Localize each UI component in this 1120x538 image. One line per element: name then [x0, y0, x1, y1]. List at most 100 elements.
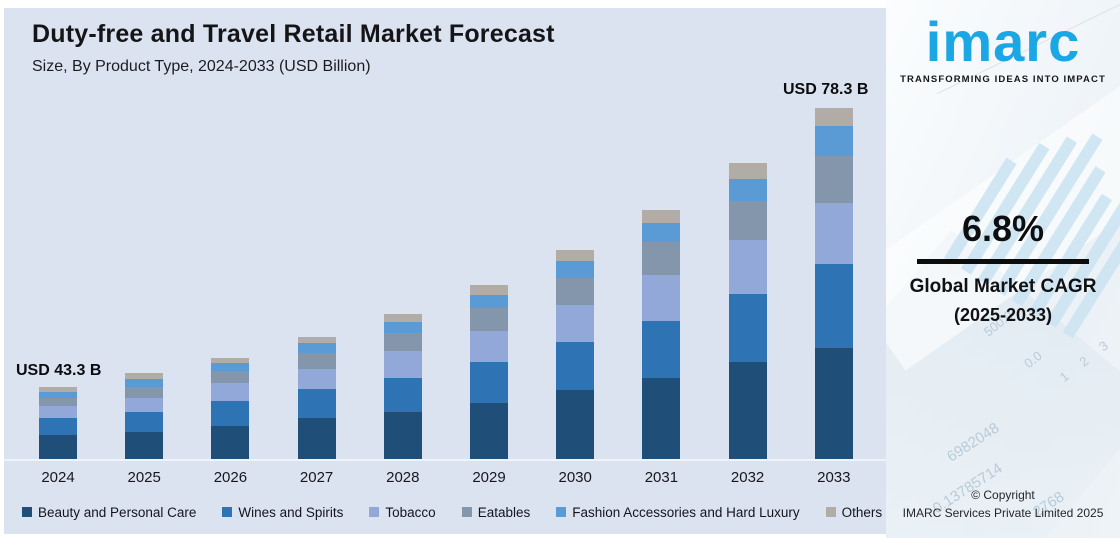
x-axis-label: 2031 — [644, 469, 679, 486]
cagr-block: 6.8% Global Market CAGR (2025-2033) — [886, 208, 1120, 326]
bar-segment — [125, 398, 164, 412]
bar-segment — [297, 369, 336, 389]
bar-segment — [642, 275, 681, 321]
cagr-value: 6.8% — [961, 208, 1045, 249]
bar-segment — [125, 432, 164, 459]
bar-segment — [556, 250, 595, 261]
legend-marker — [369, 507, 380, 517]
bar-segment — [814, 203, 853, 264]
legend-label: Eatables — [477, 504, 531, 520]
imarc-tagline: TRANSFORMING IDEAS INTO IMPACT — [900, 74, 1106, 86]
bar-segment — [556, 342, 595, 390]
legend-item: Beauty and Personal Care — [22, 505, 196, 520]
bar-segment — [125, 412, 164, 432]
side-panel: 500.0 0.0 1 2 3 4 6982048 0.13785714 2768 ima… — [886, 0, 1120, 538]
bar-segment — [728, 294, 767, 362]
bar-segment — [297, 389, 336, 418]
x-axis-label: 2028 — [386, 469, 420, 486]
legend-item: Eatables — [461, 504, 531, 520]
bar-column-2028 — [383, 314, 422, 459]
legend-label: Fashion Accessories and Hard Luxury — [572, 504, 800, 520]
bar-segment — [728, 179, 767, 201]
legend-item: Wines and Spirits — [222, 505, 343, 520]
bar-segment — [211, 358, 250, 363]
bar-segment — [297, 418, 336, 459]
bar-segment — [470, 403, 508, 459]
bar-segment — [642, 210, 681, 223]
bar-segment — [814, 126, 853, 156]
bar-segment — [470, 308, 508, 331]
legend-label: Others — [841, 504, 883, 520]
bar-segment — [642, 321, 681, 378]
x-axis-label: 2032 — [730, 469, 765, 486]
bar-segment — [211, 426, 250, 459]
bar-segment — [383, 378, 422, 412]
bar-segment — [728, 240, 767, 294]
bar-segment — [211, 363, 250, 371]
bar-segment — [556, 278, 595, 305]
bar-segment — [297, 343, 336, 353]
x-axis-label: 2025 — [127, 469, 161, 486]
bar-segment — [297, 353, 336, 369]
legend-marker — [222, 507, 233, 517]
bar-segment — [383, 314, 422, 322]
bar-segment — [642, 378, 681, 459]
bar-segment — [470, 362, 508, 403]
bar-segment — [728, 163, 767, 179]
legend-label: Tobacco — [385, 504, 436, 520]
bar-segment — [125, 387, 164, 398]
bar-segment — [39, 406, 77, 418]
bar-segment — [556, 305, 595, 342]
legend-label: Wines and Spirits — [238, 504, 344, 520]
bar-column-2030 — [556, 250, 595, 459]
legend-item: Others — [825, 504, 883, 520]
copyright: © Copyright IMARC Services Private Limit… — [886, 487, 1120, 522]
imarc-logo: imarc TRANSFORMING IDEAS INTO IMPACT — [886, 0, 1120, 85]
bar-segment — [125, 373, 164, 379]
bar-segment — [814, 348, 853, 459]
bar-segment — [39, 398, 77, 406]
bar-segment — [39, 387, 77, 392]
bar-segment — [211, 383, 250, 401]
bar-segment — [125, 379, 164, 387]
cagr-label-line2: (2025-2033) — [953, 305, 1053, 325]
bar-segment — [383, 333, 422, 351]
bar-column-2026 — [211, 358, 250, 459]
bar-segment — [642, 242, 681, 275]
bar-segment — [383, 351, 422, 378]
bar-segment — [211, 371, 250, 383]
cagr-label-line1: Global Market CAGR — [909, 276, 1097, 297]
bar-column-2024 — [39, 387, 77, 459]
legend: Beauty and Personal Care Wines and Spirit… — [22, 500, 882, 524]
x-axis-label: 2027 — [299, 469, 334, 486]
x-axis-label: 2030 — [558, 469, 592, 486]
bar-segment — [39, 392, 77, 398]
bar-segment — [728, 362, 767, 459]
chart-card: Duty-free and Travel Retail Market Forec… — [4, 8, 886, 534]
bar-segment — [383, 412, 422, 459]
chart-subtitle: Size, By Product Type, 2024-2033 (USD Bi… — [32, 58, 371, 75]
imarc-logo-text: imarc — [925, 10, 1081, 73]
bar-column-2033 — [814, 108, 853, 459]
bar-segment — [814, 108, 853, 126]
bar-segment — [556, 390, 595, 459]
legend-item: Tobacco — [369, 504, 436, 520]
bar-segment — [556, 261, 595, 278]
bar-segment — [814, 264, 853, 348]
plot-area — [4, 8, 886, 459]
bar-segment — [39, 418, 77, 435]
copyright-line2: IMARC Services Private Limited 2025 — [902, 505, 1104, 520]
legend-marker — [825, 507, 836, 517]
legend-item: Fashion Accessories and Hard Luxury — [556, 504, 800, 520]
copyright-line1: © Copyright — [971, 488, 1035, 503]
bar-segment — [470, 295, 508, 308]
legend-label: Beauty and Personal Care — [38, 504, 197, 520]
bar-column-2025 — [125, 373, 164, 459]
x-axis-label: 2024 — [41, 469, 75, 486]
bar-segment — [470, 285, 508, 295]
bar-column-2032 — [728, 163, 767, 459]
cagr-divider — [917, 259, 1089, 264]
legend-marker — [461, 507, 472, 517]
chart-title: Duty-free and Travel Retail Market Forec… — [32, 20, 555, 48]
bar-segment — [728, 201, 767, 240]
